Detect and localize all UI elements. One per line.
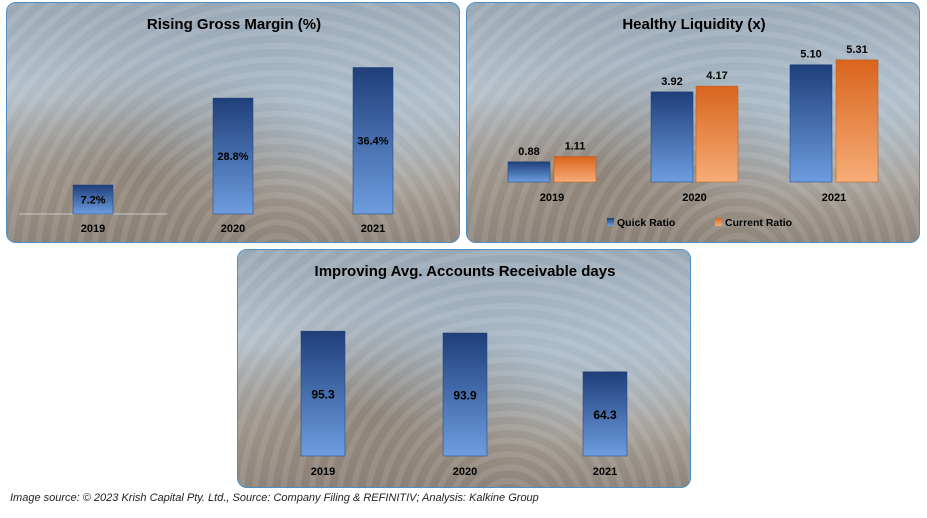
data-label: 7.2% bbox=[80, 195, 105, 207]
data-label: 4.17 bbox=[706, 70, 727, 82]
x-tick-label: 2020 bbox=[453, 466, 477, 478]
data-label: 64.3 bbox=[593, 408, 617, 422]
chart-title: Improving Avg. Accounts Receivable days bbox=[315, 263, 616, 280]
gross-margin-chart: Rising Gross Margin (%) 7.2% 2019 28.8% 2020… bbox=[19, 16, 394, 235]
bar-current-ratio-2021 bbox=[835, 59, 879, 183]
legend-swatch bbox=[607, 218, 614, 226]
chart-title: Rising Gross Margin (%) bbox=[147, 16, 321, 33]
x-tick-label: 2021 bbox=[822, 192, 846, 204]
bar-2019 bbox=[300, 330, 346, 457]
data-label: 5.31 bbox=[846, 44, 867, 56]
x-tick-label: 2021 bbox=[361, 223, 385, 235]
data-label: 0.88 bbox=[518, 146, 539, 158]
gross-margin-chart-panel: Rising Gross Margin (%) 7.2% 2019 28.8% 2020… bbox=[6, 2, 460, 243]
bar-quick-ratio-2020 bbox=[650, 91, 694, 183]
bar-2021 bbox=[352, 67, 394, 215]
bar-current-ratio-2019 bbox=[553, 156, 597, 183]
data-label: 1.11 bbox=[565, 140, 586, 152]
bar-2021 bbox=[582, 371, 628, 457]
data-label: 93.9 bbox=[453, 388, 477, 402]
legend-label: Current Ratio bbox=[725, 217, 792, 229]
receivable-days-chart-panel: Improving Avg. Accounts Receivable days 9… bbox=[237, 249, 691, 488]
bar-2020 bbox=[442, 332, 488, 457]
bar-2019 bbox=[72, 184, 114, 215]
x-tick-label: 2020 bbox=[682, 192, 706, 204]
x-tick-label: 2020 bbox=[221, 223, 245, 235]
data-label: 36.4% bbox=[357, 136, 388, 148]
data-label: 28.8% bbox=[217, 151, 248, 163]
x-tick-label: 2019 bbox=[311, 466, 335, 478]
x-tick-label: 2019 bbox=[81, 223, 105, 235]
bar-quick-ratio-2019 bbox=[507, 161, 551, 183]
x-tick-label: 2021 bbox=[593, 466, 617, 478]
liquidity-chart-panel: Healthy Liquidity (x) 0.88 3.92 5.10 1.11 4.1… bbox=[466, 2, 920, 243]
chart-title: Healthy Liquidity (x) bbox=[622, 16, 765, 33]
data-label: 3.92 bbox=[661, 76, 682, 88]
bar-current-ratio-2020 bbox=[695, 85, 739, 183]
bar-quick-ratio-2021 bbox=[789, 64, 833, 183]
data-label: 95.3 bbox=[311, 388, 335, 402]
receivable-days-chart: Improving Avg. Accounts Receivable days 9… bbox=[300, 263, 628, 478]
legend-label: Quick Ratio bbox=[617, 217, 675, 229]
data-label: 5.10 bbox=[800, 49, 821, 61]
liquidity-chart: Healthy Liquidity (x) 0.88 3.92 5.10 1.11 4.1… bbox=[507, 16, 879, 229]
x-tick-label: 2019 bbox=[540, 192, 564, 204]
legend-swatch bbox=[715, 218, 722, 226]
image-source-caption: Image source: © 2023 Krish Capital Pty. … bbox=[10, 492, 539, 504]
bar-2020 bbox=[212, 97, 254, 215]
